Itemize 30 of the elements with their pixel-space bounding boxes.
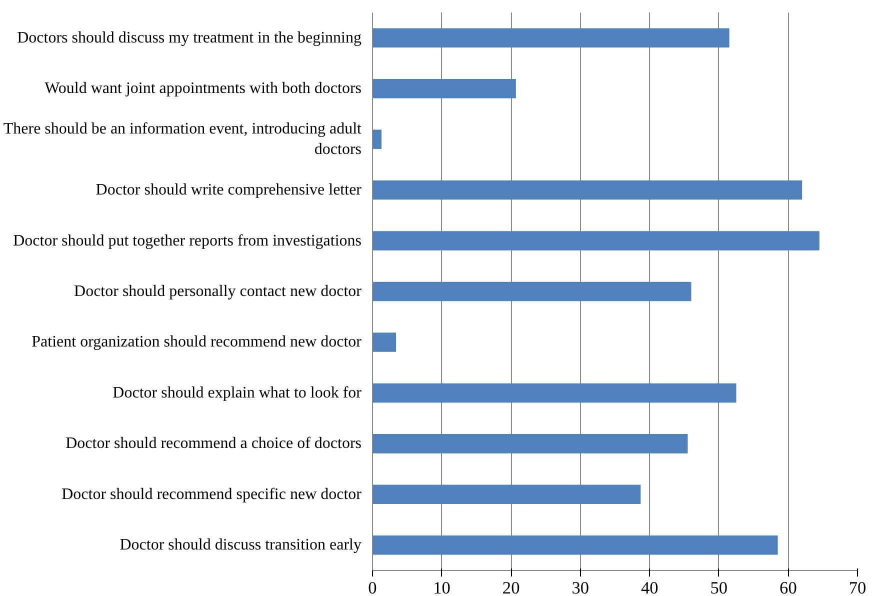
bar bbox=[372, 332, 396, 352]
bar bbox=[372, 282, 692, 302]
y-tick-label: There should be an information event, introducing adult doctors bbox=[3, 120, 362, 158]
y-tick-label: Doctor should put together reports from investigations bbox=[13, 232, 362, 250]
x-tick-label: 30 bbox=[572, 578, 590, 596]
x-tick-label: 10 bbox=[433, 578, 450, 596]
bar bbox=[372, 434, 688, 454]
bar bbox=[372, 28, 730, 48]
bar bbox=[372, 180, 802, 200]
y-tick-label: Would want joint appointments with both doctors bbox=[44, 80, 362, 98]
x-tick-label: 0 bbox=[368, 578, 377, 596]
y-tick-label: Doctors should discuss my treatment in the beginning bbox=[17, 29, 362, 46]
x-tick-label: 70 bbox=[848, 578, 866, 596]
bar bbox=[372, 78, 516, 98]
x-tick-label: 50 bbox=[710, 578, 728, 596]
bar bbox=[372, 231, 820, 250]
y-tick-label: Doctor should discuss transition early bbox=[120, 536, 362, 554]
x-tick-label: 60 bbox=[780, 578, 797, 596]
bar bbox=[372, 484, 641, 504]
y-tick-label: Patient organization should recommend new doctor bbox=[32, 334, 362, 351]
x-tick-label: 20 bbox=[502, 578, 520, 596]
y-tick-label: Doctor should recommend specific new doctor bbox=[62, 486, 362, 503]
y-tick-label: Doctor should explain what to look for bbox=[112, 384, 362, 402]
bar bbox=[372, 130, 382, 149]
y-tick-label: Doctor should write comprehensive letter bbox=[96, 182, 362, 199]
y-tick-label: Doctor should recommend a choice of doctors bbox=[66, 435, 362, 452]
x-tick-label: 40 bbox=[640, 578, 658, 596]
bar bbox=[372, 536, 778, 555]
y-tick-label: Doctor should personally contact new doctor bbox=[74, 283, 362, 300]
bar bbox=[372, 383, 736, 403]
